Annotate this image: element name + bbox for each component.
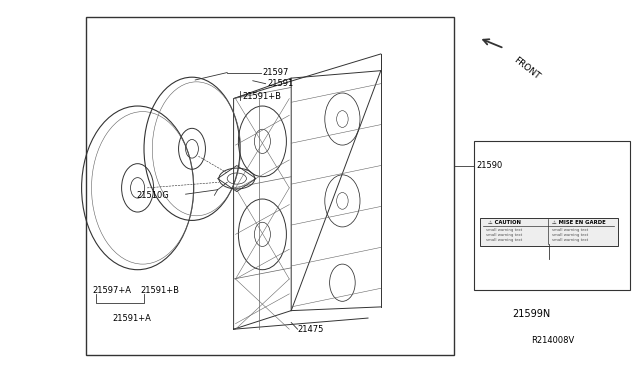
Text: small warning text: small warning text <box>486 228 522 232</box>
Text: small warning text: small warning text <box>552 233 588 237</box>
Text: 21590: 21590 <box>477 161 503 170</box>
Text: 21591+B: 21591+B <box>141 286 180 295</box>
Text: R214008V: R214008V <box>531 336 575 345</box>
Text: 21597+A: 21597+A <box>93 286 132 295</box>
Text: small warning text: small warning text <box>552 238 588 242</box>
Text: FRONT: FRONT <box>512 55 541 81</box>
Text: small warning text: small warning text <box>486 238 522 242</box>
Text: 21475: 21475 <box>298 325 324 334</box>
Text: 21599N: 21599N <box>512 310 550 319</box>
Text: 21591+A: 21591+A <box>112 314 151 323</box>
Bar <box>474 141 630 290</box>
Text: small warning text: small warning text <box>552 228 588 232</box>
Text: 21510G: 21510G <box>137 191 170 200</box>
FancyBboxPatch shape <box>480 218 618 246</box>
Text: ⚠ MISE EN GARDE: ⚠ MISE EN GARDE <box>552 220 606 225</box>
Text: ⚠ CAUTION: ⚠ CAUTION <box>488 220 521 225</box>
Bar <box>86 17 454 355</box>
Text: 21591+B: 21591+B <box>242 92 281 101</box>
Text: small warning text: small warning text <box>486 233 522 237</box>
Text: 21597: 21597 <box>262 68 289 77</box>
Text: 21591: 21591 <box>268 79 294 88</box>
